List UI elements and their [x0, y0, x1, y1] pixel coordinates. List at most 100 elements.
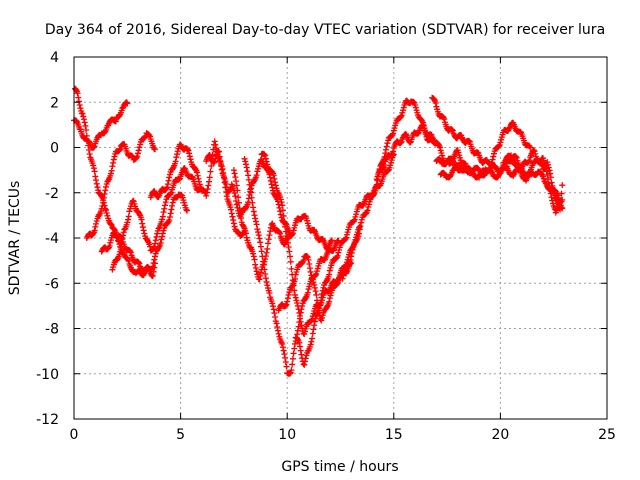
- data-point: [326, 271, 333, 278]
- data-point: [509, 156, 516, 163]
- data-point: [183, 207, 190, 214]
- x-tick-label: 25: [598, 427, 616, 443]
- data-point: [307, 268, 314, 275]
- data-point: [108, 167, 115, 174]
- data-point: [513, 153, 520, 160]
- data-point: [120, 229, 127, 236]
- data-point: [165, 177, 172, 184]
- data-point: [147, 133, 154, 140]
- data-point: [203, 192, 210, 199]
- data-point: [109, 163, 116, 170]
- data-point: [557, 198, 564, 205]
- data-point: [263, 278, 270, 285]
- data-point: [135, 259, 142, 266]
- y-tick-label: -4: [45, 231, 59, 247]
- data-point: [340, 272, 347, 279]
- y-tick-label: -8: [45, 322, 59, 338]
- data-point: [216, 153, 223, 160]
- data-point: [285, 291, 292, 298]
- data-point: [298, 351, 305, 358]
- data-point: [167, 190, 174, 197]
- data-point: [250, 253, 257, 260]
- data-point: [343, 234, 350, 241]
- data-point: [294, 300, 301, 307]
- data-point: [298, 322, 305, 329]
- data-point: [364, 207, 371, 214]
- y-tick-label: 0: [50, 141, 59, 157]
- data-point: [257, 269, 264, 276]
- data-point: [513, 154, 520, 161]
- data-point: [247, 189, 254, 196]
- y-axis-label: SDTVAR / TECUs: [7, 181, 23, 296]
- data-point: [149, 272, 156, 279]
- data-point: [164, 184, 171, 191]
- data-point: [347, 256, 354, 263]
- data-point: [236, 205, 243, 212]
- data-point: [80, 113, 87, 120]
- data-point: [334, 252, 341, 259]
- data-point: [314, 297, 321, 304]
- data-point: [167, 210, 174, 217]
- data-point: [250, 250, 257, 257]
- data-point: [168, 189, 175, 196]
- y-tick-label: -6: [45, 276, 59, 292]
- data-point: [545, 180, 552, 187]
- data-point: [81, 119, 88, 126]
- data-point: [82, 122, 89, 129]
- data-point: [277, 196, 284, 203]
- data-point: [293, 297, 300, 304]
- data-point: [284, 295, 291, 302]
- data-point: [311, 318, 318, 325]
- data-point: [123, 99, 130, 106]
- x-tick-label: 20: [491, 427, 509, 443]
- data-point: [223, 181, 230, 188]
- data-point: [246, 181, 253, 188]
- data-point: [193, 169, 200, 176]
- data-point: [257, 239, 264, 246]
- data-point: [305, 256, 312, 263]
- data-point: [373, 181, 380, 188]
- data-point: [326, 298, 333, 305]
- data-point: [267, 177, 274, 184]
- data-point: [242, 230, 249, 237]
- data-point: [232, 174, 239, 181]
- data-point: [152, 237, 159, 244]
- data-point: [261, 266, 268, 273]
- data-point: [414, 130, 421, 137]
- data-point: [294, 302, 301, 309]
- data-point: [260, 258, 267, 265]
- data-point: [349, 246, 356, 253]
- data-point: [212, 141, 219, 148]
- data-point: [256, 276, 263, 283]
- data-point: [549, 182, 556, 189]
- data-point: [192, 166, 199, 173]
- data-point: [301, 361, 308, 368]
- data-point: [117, 145, 124, 152]
- data-point: [161, 205, 168, 212]
- data-point: [142, 134, 149, 141]
- data-point: [270, 172, 277, 179]
- data-point: [117, 244, 124, 251]
- data-point: [124, 100, 131, 107]
- data-point: [265, 236, 272, 243]
- data-point: [288, 367, 295, 374]
- data-point: [348, 249, 355, 256]
- data-point: [159, 230, 166, 237]
- data-point: [280, 347, 287, 354]
- data-point: [75, 94, 82, 101]
- data-point: [545, 164, 552, 171]
- data-point: [287, 370, 294, 377]
- data-point: [169, 202, 176, 209]
- data-point: [174, 151, 181, 158]
- data-point: [134, 150, 141, 157]
- data-point: [243, 164, 250, 171]
- data-point: [263, 158, 270, 165]
- data-point: [257, 243, 264, 250]
- x-tick-label: 0: [70, 427, 79, 443]
- data-point: [283, 363, 290, 370]
- data-point: [558, 190, 565, 197]
- data-point: [272, 314, 279, 321]
- data-point: [102, 207, 109, 214]
- data-point: [292, 340, 299, 347]
